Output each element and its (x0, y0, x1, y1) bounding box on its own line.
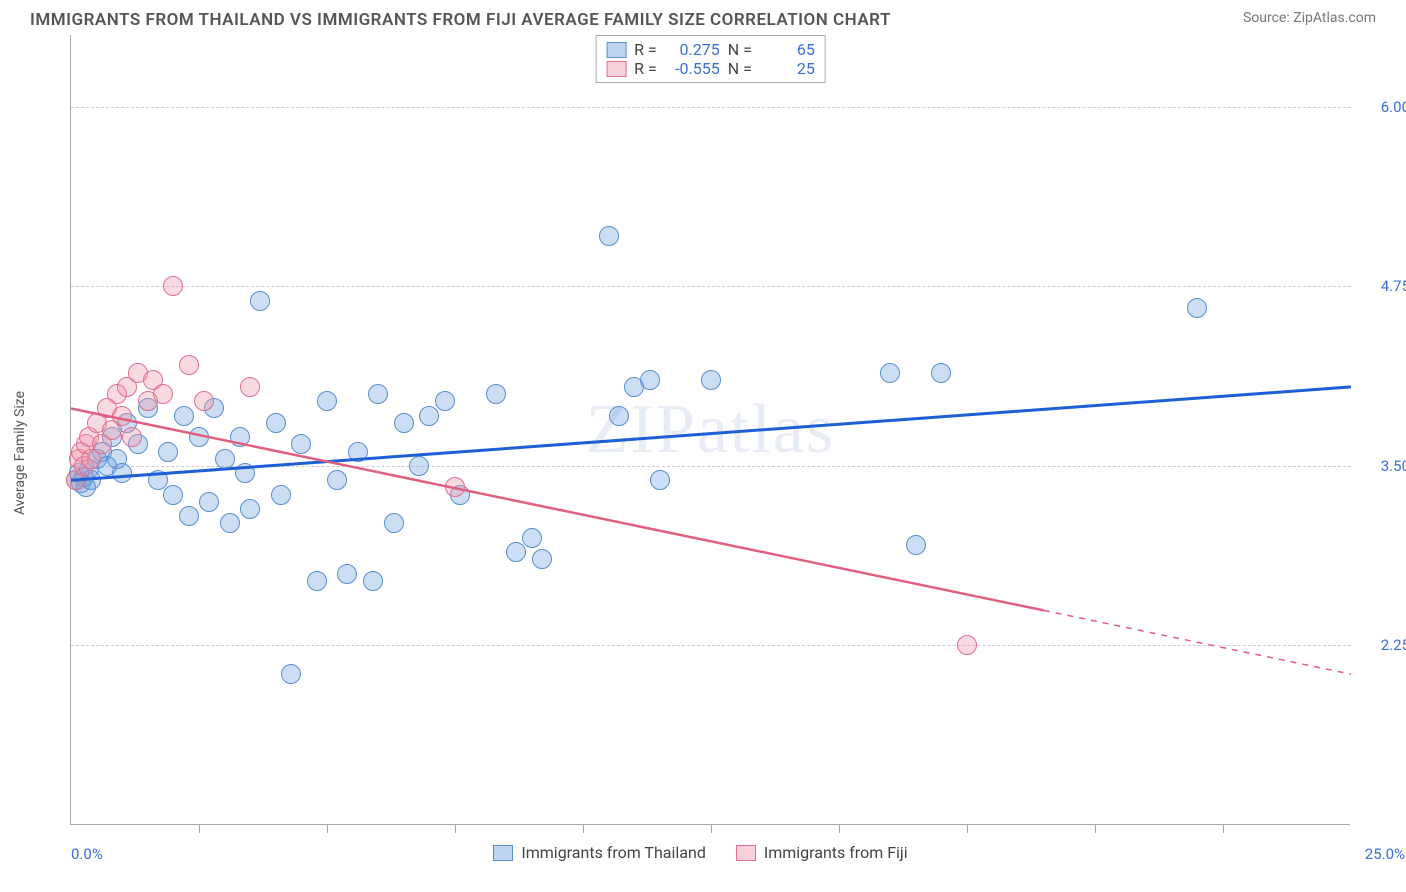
scatter-point-thailand (266, 413, 286, 433)
scatter-point-thailand (220, 513, 240, 533)
gridline (71, 286, 1351, 287)
gridline (71, 645, 1351, 646)
scatter-point-fiji (194, 391, 214, 411)
scatter-point-thailand (522, 528, 542, 548)
y-tick-label: 2.25 (1381, 636, 1406, 654)
scatter-point-thailand (281, 664, 301, 684)
x-tick (583, 825, 584, 833)
legend-swatch-icon (736, 845, 756, 861)
scatter-point-thailand (271, 485, 291, 505)
scatter-point-thailand (189, 427, 209, 447)
x-tick (1223, 825, 1224, 833)
legend-row-fiji: R = -0.555 N = 25 (606, 59, 815, 78)
x-max-label: 25.0% (1365, 845, 1405, 863)
scatter-point-thailand (112, 463, 132, 483)
scatter-point-thailand (250, 291, 270, 311)
x-tick (1095, 825, 1096, 833)
watermark: ZIPatlas (586, 390, 835, 470)
scatter-point-fiji (163, 276, 183, 296)
scatter-point-thailand (163, 485, 183, 505)
r-label: R = (634, 40, 657, 59)
scatter-point-fiji (445, 477, 465, 497)
scatter-point-thailand (394, 413, 414, 433)
r-label: R = (634, 59, 657, 78)
n-value: 65 (760, 40, 815, 59)
legend-series: Immigrants from Thailand Immigrants from … (493, 843, 907, 862)
scatter-point-thailand (327, 470, 347, 490)
scatter-point-thailand (174, 406, 194, 426)
scatter-point-fiji (957, 635, 977, 655)
r-value: 0.275 (665, 40, 720, 59)
scatter-point-thailand (640, 370, 660, 390)
y-tick-label: 6.00 (1381, 98, 1406, 116)
n-label: N = (728, 59, 752, 78)
scatter-point-thailand (230, 427, 250, 447)
scatter-point-thailand (179, 506, 199, 526)
scatter-point-thailand (307, 571, 327, 591)
scatter-point-thailand (486, 384, 506, 404)
scatter-point-thailand (240, 499, 260, 519)
y-axis-label: Average Family Size (12, 391, 28, 515)
legend-item-fiji: Immigrants from Fiji (736, 843, 908, 862)
gridline (71, 466, 1351, 467)
source-label: Source: ZipAtlas.com (1243, 10, 1376, 26)
scatter-point-thailand (409, 456, 429, 476)
scatter-point-thailand (199, 492, 219, 512)
n-label: N = (728, 40, 752, 59)
scatter-point-thailand (609, 406, 629, 426)
scatter-point-thailand (701, 370, 721, 390)
legend-swatch-icon (606, 61, 626, 77)
x-tick (839, 825, 840, 833)
n-value: 25 (760, 59, 815, 78)
scatter-point-fiji (179, 355, 199, 375)
x-tick (199, 825, 200, 833)
scatter-point-thailand (291, 434, 311, 454)
legend-swatch-icon (606, 42, 626, 58)
gridline (71, 107, 1351, 108)
trendline-thailand (71, 35, 1351, 825)
chart-area: Average Family Size 6.004.753.502.250.0%… (30, 35, 1376, 855)
scatter-point-thailand (1187, 298, 1207, 318)
scatter-point-thailand (337, 564, 357, 584)
trendline-fiji (71, 35, 1351, 825)
scatter-point-thailand (158, 442, 178, 462)
scatter-point-thailand (215, 449, 235, 469)
y-tick-label: 4.75 (1381, 277, 1406, 295)
scatter-point-thailand (506, 542, 526, 562)
legend-series-label: Immigrants from Fiji (764, 843, 908, 862)
scatter-point-thailand (650, 470, 670, 490)
legend-item-thailand: Immigrants from Thailand (493, 843, 705, 862)
x-tick (711, 825, 712, 833)
scatter-point-thailand (532, 549, 552, 569)
scatter-point-thailand (599, 226, 619, 246)
x-tick (455, 825, 456, 833)
scatter-point-thailand (906, 535, 926, 555)
x-min-label: 0.0% (71, 845, 103, 863)
legend-row-thailand: R = 0.275 N = 65 (606, 40, 815, 59)
y-tick-label: 3.50 (1381, 457, 1406, 475)
scatter-point-thailand (363, 571, 383, 591)
plot-region: 6.004.753.502.250.0%25.0%ZIPatlasR =0.27… (70, 35, 1350, 825)
r-value: -0.555 (665, 59, 720, 78)
scatter-point-fiji (122, 427, 142, 447)
scatter-point-thailand (368, 384, 388, 404)
x-tick (967, 825, 968, 833)
scatter-point-thailand (419, 406, 439, 426)
scatter-point-thailand (880, 363, 900, 383)
scatter-point-thailand (435, 391, 455, 411)
chart-title: IMMIGRANTS FROM THAILAND VS IMMIGRANTS F… (30, 10, 891, 30)
x-tick (327, 825, 328, 833)
scatter-point-fiji (112, 406, 132, 426)
legend-series-label: Immigrants from Thailand (521, 843, 705, 862)
legend-swatch-icon (493, 845, 513, 861)
legend-correlation: R = 0.275 N = 65 R = -0.555 N = 25 (595, 35, 826, 83)
scatter-point-thailand (384, 513, 404, 533)
scatter-point-thailand (235, 463, 255, 483)
scatter-point-thailand (931, 363, 951, 383)
header-row: IMMIGRANTS FROM THAILAND VS IMMIGRANTS F… (0, 0, 1406, 35)
scatter-point-thailand (348, 442, 368, 462)
scatter-point-fiji (153, 384, 173, 404)
scatter-point-fiji (240, 377, 260, 397)
scatter-point-thailand (317, 391, 337, 411)
